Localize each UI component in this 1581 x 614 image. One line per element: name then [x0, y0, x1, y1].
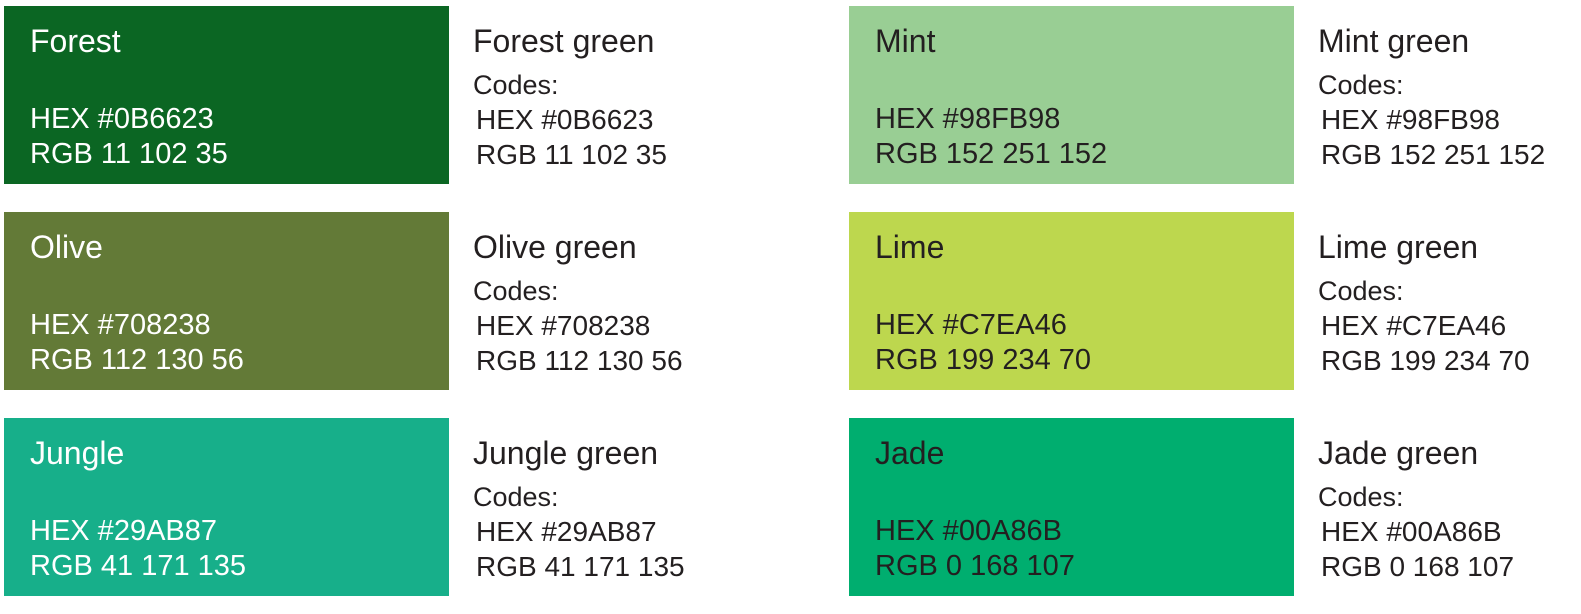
color-title: Mint green	[1318, 23, 1470, 59]
swatch-hex-code: HEX #708238	[30, 309, 211, 341]
color-card-jade: Jade HEX #00A86B RGB 0 168 107 Jade gree…	[849, 418, 1581, 596]
color-card-mint: Mint HEX #98FB98 RGB 152 251 152 Mint gr…	[849, 6, 1581, 184]
swatch-rgb-code: RGB 41 171 135	[30, 550, 247, 582]
codes-label: Codes:	[473, 70, 559, 100]
hex-code: HEX #98FB98	[1321, 104, 1500, 135]
hex-code: HEX #C7EA46	[1321, 310, 1507, 341]
color-title: Jungle green	[473, 435, 659, 471]
color-swatch-mint: Mint HEX #98FB98 RGB 152 251 152	[849, 6, 1294, 184]
codes-label: Codes:	[1318, 70, 1404, 100]
rgb-code: RGB 11 102 35	[476, 139, 667, 170]
hex-code: HEX #29AB87	[476, 516, 657, 547]
color-title: Lime green	[1318, 229, 1479, 265]
color-title: Forest green	[473, 23, 655, 59]
swatch-hex-code: HEX #C7EA46	[875, 309, 1067, 341]
swatch-rgb-code: RGB 112 130 56	[30, 344, 244, 376]
hex-code: HEX #708238	[476, 310, 651, 341]
rgb-code: RGB 0 168 107	[1321, 551, 1515, 582]
color-info-jade: Jade green Codes: HEX #00A86B RGB 0 168 …	[1318, 418, 1581, 596]
rgb-code: RGB 112 130 56	[476, 345, 683, 376]
swatch-name: Lime	[875, 229, 945, 265]
color-card-forest: Forest HEX #0B6623 RGB 11 102 35 Forest …	[4, 6, 847, 184]
codes-label: Codes:	[473, 482, 559, 512]
color-info-olive: Olive green Codes: HEX #708238 RGB 112 1…	[473, 212, 843, 390]
color-card-olive: Olive HEX #708238 RGB 112 130 56 Olive g…	[4, 212, 847, 390]
swatch-name: Olive	[30, 229, 103, 265]
rgb-code: RGB 199 234 70	[1321, 345, 1530, 376]
swatch-rgb-code: RGB 0 168 107	[875, 550, 1075, 582]
color-swatch-olive: Olive HEX #708238 RGB 112 130 56	[4, 212, 449, 390]
color-info-lime: Lime green Codes: HEX #C7EA46 RGB 199 23…	[1318, 212, 1581, 390]
swatch-hex-code: HEX #29AB87	[30, 515, 218, 547]
swatch-rgb-code: RGB 11 102 35	[30, 138, 228, 170]
color-swatch-forest: Forest HEX #0B6623 RGB 11 102 35	[4, 6, 449, 184]
swatch-hex-code: HEX #00A86B	[875, 515, 1063, 547]
swatch-name: Forest	[30, 23, 121, 59]
color-swatch-jade: Jade HEX #00A86B RGB 0 168 107	[849, 418, 1294, 596]
hex-code: HEX #00A86B	[1321, 516, 1502, 547]
hex-code: HEX #0B6623	[476, 104, 654, 135]
color-title: Jade green	[1318, 435, 1479, 471]
color-card-jungle: Jungle HEX #29AB87 RGB 41 171 135 Jungle…	[4, 418, 847, 596]
rgb-code: RGB 41 171 135	[476, 551, 685, 582]
swatch-name: Jade	[875, 435, 945, 471]
color-card-lime: Lime HEX #C7EA46 RGB 199 234 70 Lime gre…	[849, 212, 1581, 390]
color-info-forest: Forest green Codes: HEX #0B6623 RGB 11 1…	[473, 6, 843, 184]
codes-label: Codes:	[1318, 276, 1404, 306]
color-info-jungle: Jungle green Codes: HEX #29AB87 RGB 41 1…	[473, 418, 843, 596]
codes-label: Codes:	[1318, 482, 1404, 512]
codes-label: Codes:	[473, 276, 559, 306]
rgb-code: RGB 152 251 152	[1321, 139, 1546, 170]
color-swatch-jungle: Jungle HEX #29AB87 RGB 41 171 135	[4, 418, 449, 596]
swatch-rgb-code: RGB 152 251 152	[875, 138, 1108, 170]
color-swatch-lime: Lime HEX #C7EA46 RGB 199 234 70	[849, 212, 1294, 390]
swatch-rgb-code: RGB 199 234 70	[875, 344, 1092, 376]
swatch-hex-code: HEX #98FB98	[875, 103, 1061, 135]
color-title: Olive green	[473, 229, 637, 265]
swatch-name: Mint	[875, 23, 936, 59]
swatch-name: Jungle	[30, 435, 125, 471]
color-info-mint: Mint green Codes: HEX #98FB98 RGB 152 25…	[1318, 6, 1581, 184]
swatch-hex-code: HEX #0B6623	[30, 103, 214, 135]
